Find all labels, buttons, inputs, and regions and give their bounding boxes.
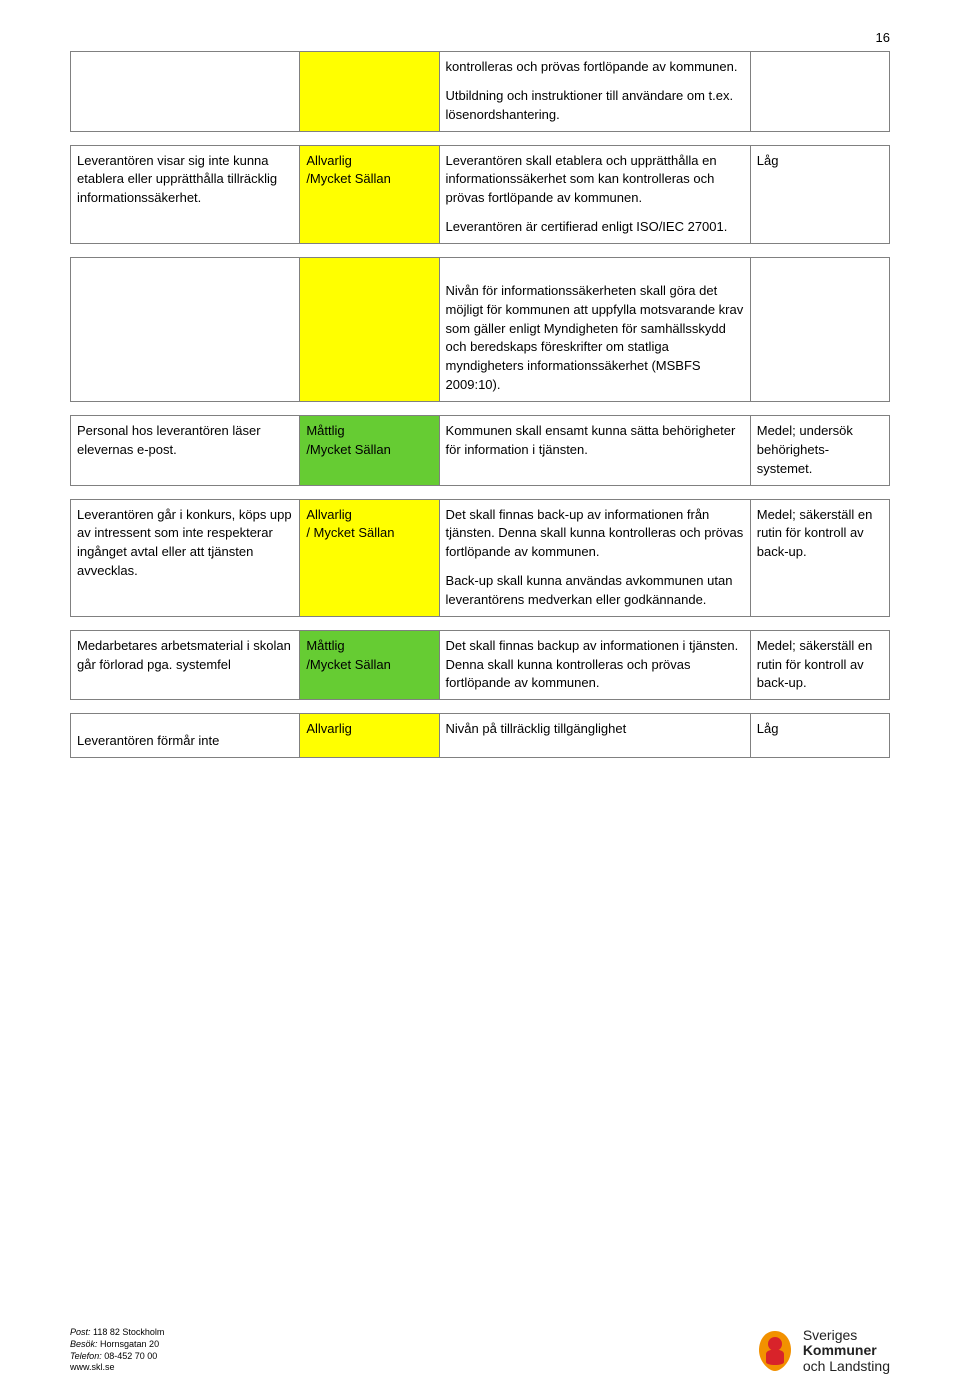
table-row: Nivån för informationssäkerheten skall g…	[71, 257, 890, 401]
cell-severity: Allvarlig / Mycket Sällan	[300, 499, 439, 616]
cell-action: Leverantören skall etablera och upprätth…	[439, 145, 750, 243]
text: Det skall finnas backup av informationen…	[446, 637, 744, 694]
cell-action: Nivån på tillräcklig tillgänglighet	[439, 714, 750, 758]
cell-level: Medel; säkerställ en rutin för kontroll …	[750, 499, 889, 616]
text: Nivån för informationssäkerheten skall g…	[446, 282, 744, 395]
page-number: 16	[70, 30, 890, 45]
text: Nivån på tillräcklig tillgänglighet	[446, 720, 744, 739]
cell-severity	[300, 52, 439, 132]
cell-action: Kommunen skall ensamt kunna sätta behöri…	[439, 415, 750, 485]
cell-level	[750, 52, 889, 132]
cell-risk: Leverantören förmår inte	[71, 714, 300, 758]
table-row: kontrolleras och prövas fortlöpande av k…	[71, 52, 890, 132]
logo-text: Sveriges Kommuner och Landsting	[803, 1328, 890, 1374]
text: Kommunen skall ensamt kunna sätta behöri…	[446, 422, 744, 460]
cell-risk: Leverantören går i konkurs, köps upp av …	[71, 499, 300, 616]
footer-contact: Post: 118 82 Stockholm Besök: Hornsgatan…	[70, 1327, 164, 1374]
label: Telefon:	[70, 1351, 102, 1361]
cell-action: Det skall finnas backup av informationen…	[439, 630, 750, 700]
text: Allvarlig	[306, 152, 432, 171]
cell-action: Det skall finnas back-up av informatione…	[439, 499, 750, 616]
table-row: Personal hos leverantören läser eleverna…	[71, 415, 890, 485]
table-row: Leverantören går i konkurs, köps upp av …	[71, 499, 890, 616]
cell-risk	[71, 257, 300, 401]
text: Sveriges	[803, 1328, 890, 1343]
cell-action: kontrolleras och prövas fortlöpande av k…	[439, 52, 750, 132]
label: Post:	[70, 1327, 91, 1337]
text: Leverantören skall etablera och upprätth…	[446, 152, 744, 209]
risk-table: kontrolleras och prövas fortlöpande av k…	[70, 51, 890, 758]
cell-risk	[71, 52, 300, 132]
text: Back-up skall kunna användas avkommunen …	[446, 572, 744, 610]
text: och Landsting	[803, 1359, 890, 1374]
cell-risk: Personal hos leverantören läser eleverna…	[71, 415, 300, 485]
table-row: Medarbetares arbetsmaterial i skolan går…	[71, 630, 890, 700]
cell-action: Nivån för informationssäkerheten skall g…	[439, 257, 750, 401]
text: Det skall finnas back-up av informatione…	[446, 506, 744, 563]
text: /Mycket Sällan	[306, 656, 432, 675]
cell-severity: Allvarlig /Mycket Sällan	[300, 145, 439, 243]
cell-level: Medel; säkerställ en rutin för kontroll …	[750, 630, 889, 700]
cell-risk: Medarbetares arbetsmaterial i skolan går…	[71, 630, 300, 700]
text: / Mycket Sällan	[306, 524, 432, 543]
cell-severity: Måttlig /Mycket Sällan	[300, 415, 439, 485]
footer-url: www.skl.se	[70, 1362, 164, 1374]
cell-level	[750, 257, 889, 401]
table-row: Leverantören visar sig inte kunna etable…	[71, 145, 890, 243]
text: Hornsgatan 20	[100, 1339, 159, 1349]
text: kontrolleras och prövas fortlöpande av k…	[446, 58, 744, 77]
text: Leverantören är certifierad enligt ISO/I…	[446, 218, 744, 237]
text: 118 82 Stockholm	[93, 1327, 164, 1337]
footer-logo: Sveriges Kommuner och Landsting	[755, 1328, 890, 1374]
text: /Mycket Sällan	[306, 441, 432, 460]
text: Allvarlig	[306, 720, 432, 739]
cell-level: Medel; undersök behörighets-systemet.	[750, 415, 889, 485]
text: 08-452 70 00	[104, 1351, 157, 1361]
text: Kommuner	[803, 1342, 877, 1358]
text: /Mycket Sällan	[306, 170, 432, 189]
text: Måttlig	[306, 422, 432, 441]
cell-severity: Allvarlig	[300, 714, 439, 758]
skl-logo-icon	[755, 1328, 795, 1374]
cell-risk: Leverantören visar sig inte kunna etable…	[71, 145, 300, 243]
cell-severity	[300, 257, 439, 401]
cell-level: Låg	[750, 714, 889, 758]
table-row: Leverantören förmår inte Allvarlig Nivån…	[71, 714, 890, 758]
label: Besök:	[70, 1339, 98, 1349]
cell-level: Låg	[750, 145, 889, 243]
text: Måttlig	[306, 637, 432, 656]
text: Utbildning och instruktioner till använd…	[446, 87, 744, 125]
cell-severity: Måttlig /Mycket Sällan	[300, 630, 439, 700]
page-footer: Post: 118 82 Stockholm Besök: Hornsgatan…	[70, 1327, 890, 1374]
text: Allvarlig	[306, 506, 432, 525]
